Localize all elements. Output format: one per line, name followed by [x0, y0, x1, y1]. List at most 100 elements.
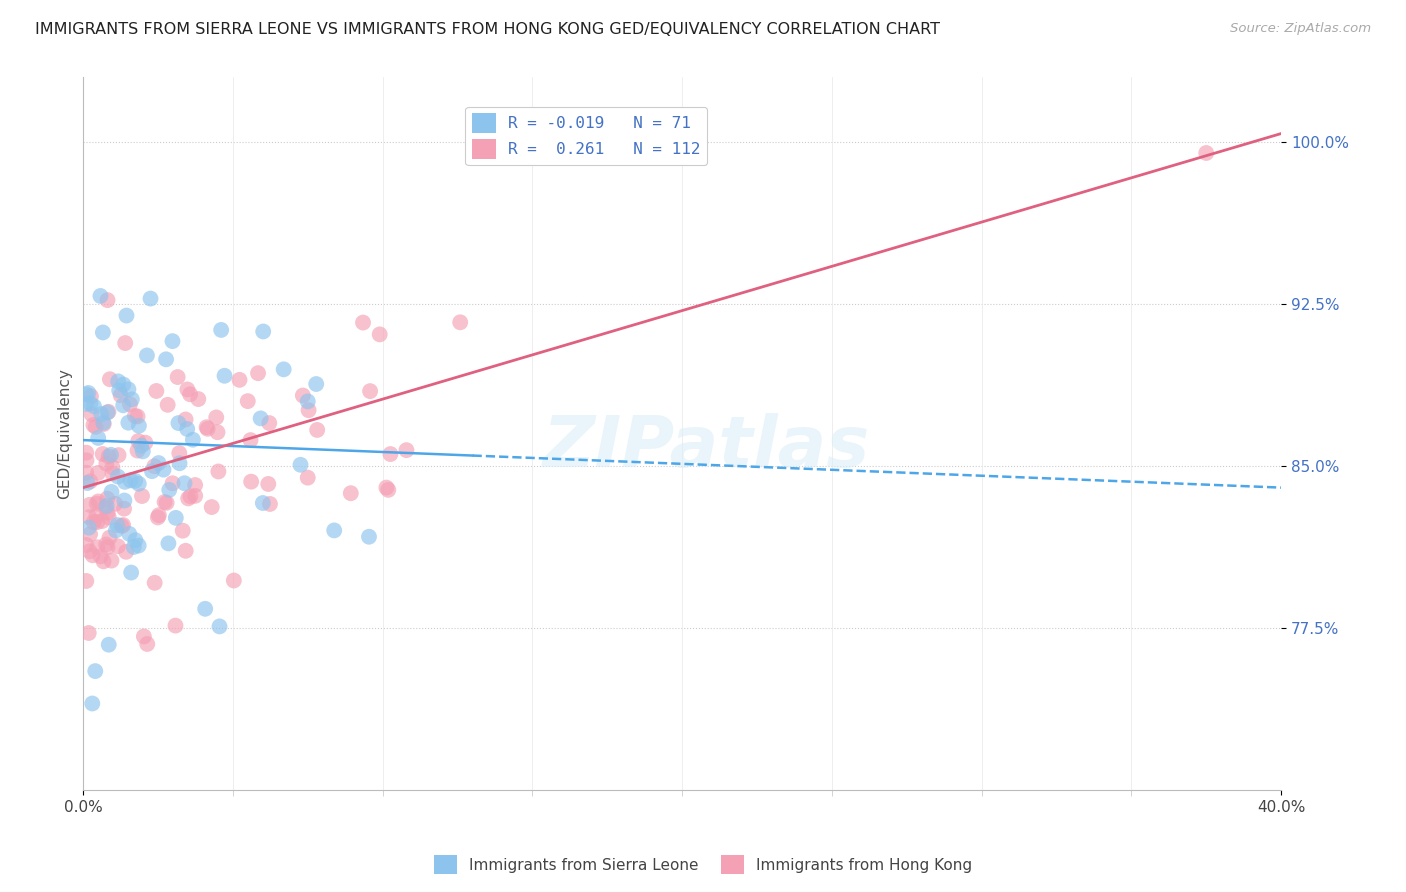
Point: [305, 377, 328, 392]
Point: [176, 422, 198, 436]
Point: [297, 403, 319, 417]
Point: [86, 497, 108, 511]
Point: [259, 416, 281, 430]
Point: [86, 515, 108, 529]
Point: [101, 460, 124, 475]
Point: [120, 566, 142, 580]
Point: [107, 469, 129, 483]
Point: [195, 420, 218, 434]
Point: [90, 549, 112, 564]
Point: [87, 466, 110, 480]
Point: [89, 289, 111, 303]
Point: [127, 409, 149, 424]
Point: [96, 499, 118, 513]
Point: [96, 293, 118, 307]
Point: [359, 384, 381, 398]
Point: [368, 327, 391, 342]
Point: [97, 540, 120, 554]
Point: [146, 510, 169, 524]
Point: [122, 540, 145, 554]
Point: [176, 383, 198, 397]
Point: [259, 497, 281, 511]
Point: [145, 384, 167, 398]
Point: [165, 618, 187, 632]
Point: [236, 394, 259, 409]
Point: [104, 524, 127, 538]
Point: [97, 638, 120, 652]
Text: Source: ZipAtlas.com: Source: ZipAtlas.com: [1230, 22, 1371, 36]
Point: [118, 527, 141, 541]
Point: [172, 524, 194, 538]
Point: [112, 398, 135, 412]
Point: [121, 392, 143, 407]
Point: [207, 425, 229, 440]
Point: [82, 697, 104, 711]
Legend: Immigrants from Sierra Leone, Immigrants from Hong Kong: Immigrants from Sierra Leone, Immigrants…: [427, 849, 979, 880]
Point: [174, 543, 197, 558]
Point: [75, 387, 97, 401]
Point: [291, 388, 314, 402]
Point: [97, 450, 120, 464]
Point: [90, 407, 112, 421]
Point: [153, 495, 176, 509]
Point: [96, 457, 118, 471]
Point: [194, 602, 217, 616]
Point: [247, 366, 270, 380]
Point: [75, 445, 97, 459]
Point: [222, 574, 245, 588]
Point: [112, 493, 135, 508]
Point: [128, 476, 150, 491]
Point: [124, 533, 146, 548]
Point: [105, 518, 128, 533]
Point: [143, 459, 166, 474]
Point: [112, 377, 135, 392]
Point: [94, 537, 117, 551]
Point: [131, 489, 153, 503]
Point: [179, 387, 201, 401]
Point: [205, 410, 228, 425]
Point: [120, 474, 142, 488]
Point: [162, 476, 184, 491]
Point: [136, 637, 159, 651]
Point: [97, 506, 120, 520]
Point: [80, 407, 103, 421]
Point: [197, 422, 219, 436]
Point: [323, 524, 346, 538]
Point: [162, 334, 184, 348]
Point: [93, 417, 115, 431]
Point: [166, 370, 188, 384]
Point: [169, 446, 191, 460]
Point: [84, 420, 107, 434]
Point: [97, 405, 120, 419]
Point: [257, 477, 280, 491]
Point: [139, 292, 162, 306]
Point: [179, 489, 201, 503]
Point: [114, 475, 136, 489]
Point: [86, 508, 108, 523]
Point: [155, 352, 177, 367]
Point: [117, 416, 139, 430]
Point: [127, 443, 149, 458]
Point: [75, 574, 97, 588]
Point: [340, 486, 363, 500]
Point: [134, 435, 156, 450]
Point: [156, 398, 179, 412]
Point: [228, 373, 250, 387]
Point: [79, 510, 101, 524]
Point: [240, 475, 263, 489]
Point: [273, 362, 295, 376]
Point: [76, 476, 98, 491]
Point: [377, 483, 399, 497]
Point: [375, 481, 398, 495]
Point: [93, 416, 115, 430]
Point: [129, 439, 152, 453]
Point: [157, 536, 180, 550]
Point: [115, 309, 138, 323]
Point: [165, 511, 187, 525]
Point: [143, 575, 166, 590]
Point: [115, 545, 138, 559]
Point: [157, 483, 180, 497]
Text: IMMIGRANTS FROM SIERRA LEONE VS IMMIGRANTS FROM HONG KONG GED/EQUIVALENCY CORREL: IMMIGRANTS FROM SIERRA LEONE VS IMMIGRAN…: [35, 22, 941, 37]
Point: [87, 494, 110, 508]
Point: [110, 388, 132, 402]
